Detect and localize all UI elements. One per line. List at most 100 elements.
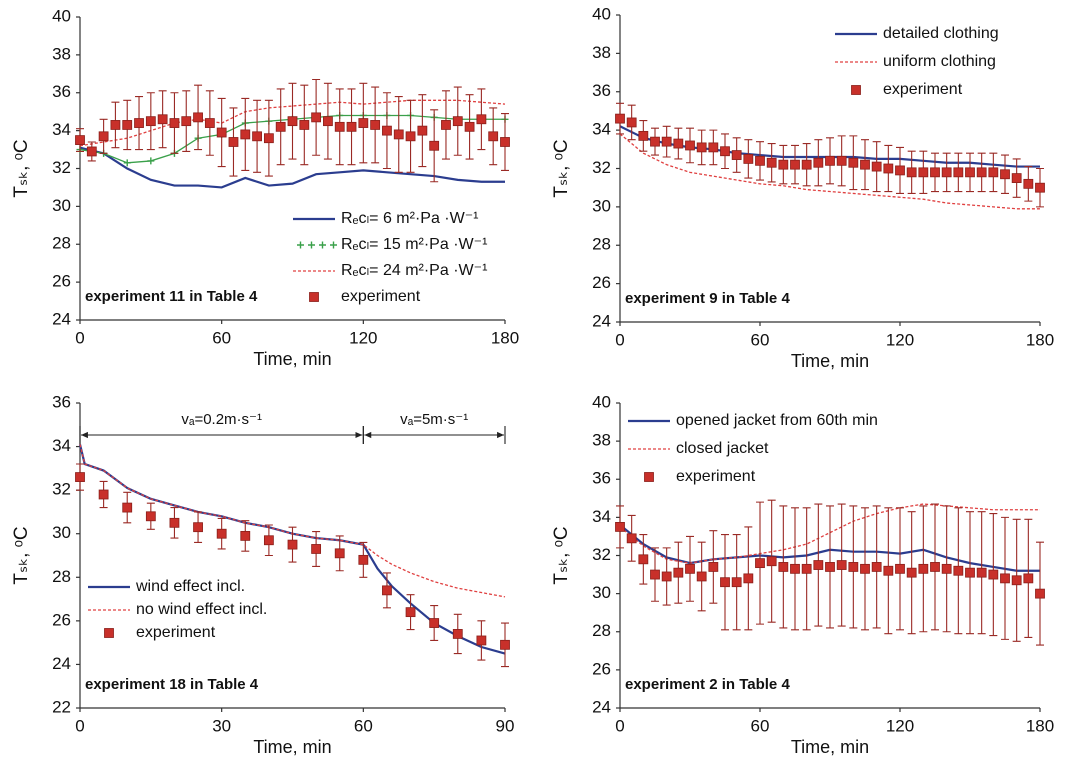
y-tick-label: 38: [592, 431, 611, 450]
marker: [708, 562, 719, 572]
marker: [953, 565, 964, 576]
x-tick-label: 0: [75, 716, 84, 735]
marker: [661, 136, 672, 147]
marker: [778, 562, 789, 572]
x-tick-label: 180: [491, 328, 519, 347]
legend-label: no wind effect incl.: [136, 601, 267, 618]
marker: [626, 533, 637, 544]
legend-label: experiment: [341, 288, 421, 305]
marker: [441, 120, 451, 130]
span-label: vₐ=0.2m·s⁻¹: [181, 411, 262, 428]
marker: [965, 567, 975, 578]
legend: detailed clothing uniform clothing experim…: [835, 25, 999, 98]
marker: [1011, 173, 1022, 183]
legend-marker: [308, 241, 315, 249]
marker: [778, 159, 789, 170]
marker: [145, 511, 156, 522]
legend-label: uniform clothing: [883, 53, 996, 70]
marker: [75, 135, 85, 145]
marker: [813, 560, 824, 570]
marker: [743, 154, 754, 164]
marker: [1011, 575, 1022, 586]
marker: [626, 117, 637, 128]
y-tick-label: 30: [592, 583, 611, 602]
marker: [766, 556, 777, 567]
marker: [941, 167, 952, 178]
legend-label: closed jacket: [676, 440, 769, 457]
marker: [358, 118, 369, 128]
marker: [1023, 178, 1034, 189]
y-axis-label: Tₛₖ, ᵒC: [11, 139, 32, 197]
marker: [883, 163, 894, 174]
marker: [883, 565, 894, 576]
marker: [405, 607, 416, 618]
y-tick-label: 28: [592, 621, 611, 640]
marker: [311, 544, 322, 554]
y-tick-label: 34: [52, 120, 71, 139]
marker: [976, 167, 987, 178]
marker: [766, 157, 777, 168]
x-axis-label: Time, min: [253, 737, 331, 757]
legend-label: experiment: [136, 624, 216, 641]
marker: [906, 567, 917, 578]
plus-marker: [123, 159, 131, 167]
marker: [452, 629, 463, 639]
marker: [743, 573, 754, 584]
legend-label: experiment: [676, 468, 756, 485]
chart-panel: 24 26 28 30 32 34 36 38 40 0 60 120 180 Time, min Tₛₖ,…: [11, 6, 519, 368]
marker: [685, 563, 695, 574]
marker: [860, 159, 870, 170]
legend-marker: [319, 241, 326, 249]
annotation: experiment 18 in Table 4: [85, 676, 259, 693]
marker: [988, 569, 999, 580]
legend-marker: [330, 241, 337, 249]
y-tick-label: 32: [592, 158, 611, 177]
marker: [193, 112, 203, 123]
marker: [848, 157, 859, 168]
marker: [685, 140, 695, 151]
legend-label: experiment: [883, 81, 963, 98]
marker: [476, 114, 487, 125]
marker: [287, 116, 298, 127]
marker: [263, 133, 274, 144]
legend-marker: [644, 472, 654, 482]
marker: [1000, 573, 1010, 584]
y-tick-label: 36: [592, 469, 611, 488]
marker: [1000, 169, 1010, 180]
x-tick-label: 120: [349, 328, 377, 347]
x-tick-label: 60: [751, 330, 770, 349]
marker: [240, 530, 251, 541]
marker: [650, 136, 660, 147]
marker: [720, 577, 730, 588]
marker: [228, 137, 239, 147]
span-label: vₐ=5m·s⁻¹: [400, 411, 468, 428]
legend-label: opened jacket from 60th min: [676, 412, 878, 429]
legend: Rₑcₗ= 6 m²·Pa ·W⁻¹ Rₑcₗ= 15 m²·Pa ·W⁻¹ Rₑc…: [293, 210, 487, 305]
y-tick-label: 34: [592, 120, 611, 139]
marker: [429, 140, 440, 151]
y-tick-label: 34: [52, 436, 71, 455]
marker: [650, 569, 660, 580]
marker: [906, 167, 917, 178]
y-tick-label: 28: [52, 234, 71, 253]
x-tick-label: 60: [751, 716, 770, 735]
marker: [801, 563, 812, 574]
marker: [476, 635, 487, 646]
marker: [720, 146, 730, 157]
legend-marker: [851, 85, 861, 95]
series-line: [619, 133, 1040, 210]
y-tick-label: 22: [52, 697, 71, 716]
marker: [252, 131, 262, 142]
marker: [638, 554, 649, 565]
x-tick-label: 60: [354, 716, 373, 735]
y-axis-label: Tₛₖ, ᵒC: [551, 526, 572, 584]
marker: [696, 571, 707, 582]
marker: [825, 562, 835, 572]
x-tick-label: 90: [496, 716, 515, 735]
marker: [500, 137, 510, 147]
chart-panel: 24 26 28 30 32 34 36 38 40 0 60 120 180 Time, min Tₛₖ,…: [551, 392, 1054, 756]
marker: [965, 167, 975, 178]
plus-marker: [147, 157, 155, 165]
legend-label: Rₑcₗ= 15 m²·Pa ·W⁻¹: [341, 236, 487, 253]
